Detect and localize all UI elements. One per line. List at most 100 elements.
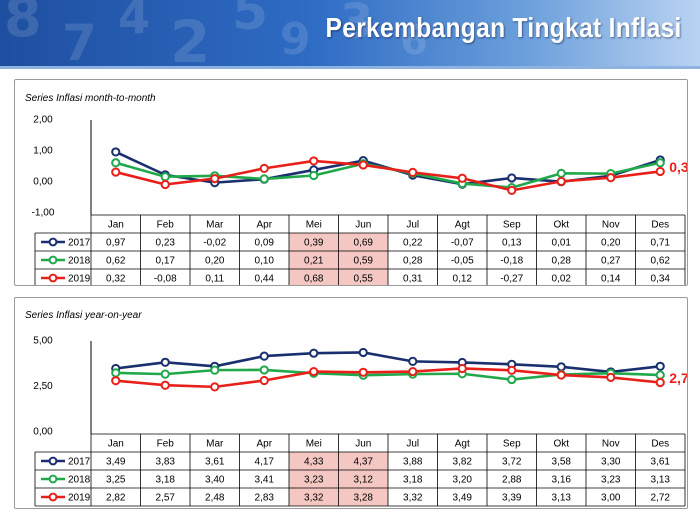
- table-value-2017: 3,61: [651, 457, 671, 468]
- decorative-number: 5: [232, 0, 269, 42]
- data-point-2018: [259, 365, 269, 375]
- table-value-2018: 0,28: [552, 256, 572, 267]
- table-value-2018: 3,25: [106, 475, 126, 486]
- x-category-label: Mar: [206, 220, 224, 231]
- series-line-2018: [115, 161, 661, 189]
- table-value-2017: 0,97: [106, 238, 126, 249]
- table-value-2017: 0,23: [156, 238, 176, 249]
- x-category-label: Jul: [406, 220, 419, 231]
- table-value-2019: 2,83: [255, 493, 275, 504]
- data-point-2019: [259, 375, 269, 386]
- table-value-2017: 0,22: [403, 238, 423, 249]
- table-value-2018: 0,27: [601, 256, 621, 267]
- legend-label-2019: 2019: [68, 493, 91, 504]
- x-category-label: Jan: [108, 220, 124, 231]
- table-value-2018: 3,13: [651, 475, 671, 486]
- table-value-2018: 0,62: [106, 256, 126, 267]
- series-line-2019: [115, 367, 661, 389]
- table-value-2017: 4,17: [255, 457, 275, 468]
- table-value-2019: 2,72: [651, 493, 671, 504]
- table-value-2017: 3,83: [156, 457, 176, 468]
- data-point-2018: [160, 172, 170, 182]
- table-value-2019: 3,28: [354, 493, 374, 504]
- data-point-2019: [358, 367, 368, 377]
- data-point-2017: [111, 147, 121, 157]
- data-point-2019: [507, 365, 517, 375]
- table-value-2019: 0,55: [354, 274, 374, 285]
- data-point-2017: [507, 173, 517, 183]
- legend-key-marker-2019: [48, 492, 58, 502]
- table-value-2018: -0,18: [500, 256, 523, 267]
- y-tick-label: 5,00: [33, 336, 53, 347]
- x-category-label: Okt: [553, 439, 569, 450]
- data-point-2017: [259, 351, 269, 361]
- x-category-label: Okt: [553, 220, 569, 231]
- table-value-2017: 0,71: [651, 238, 671, 249]
- data-point-2019: [210, 173, 220, 184]
- data-point-2018: [160, 369, 170, 379]
- table-value-2019: 0,02: [552, 274, 572, 285]
- table-value-2018: 3,18: [403, 475, 423, 486]
- chart-title-mtm: Series Inflasi month-to-month: [25, 93, 156, 104]
- x-category-label: Feb: [157, 220, 175, 231]
- data-point-2019: [408, 167, 418, 177]
- x-category-label: Agt: [455, 220, 470, 231]
- x-category-label: Apr: [256, 439, 272, 450]
- table-value-2019: 0,32: [106, 274, 126, 285]
- data-point-2019: [408, 366, 418, 377]
- data-point-2019: [457, 363, 467, 374]
- table-value-2018: 0,59: [354, 256, 374, 267]
- data-point-2019: [556, 370, 566, 380]
- data-point-2019: [111, 167, 121, 177]
- table-value-2019: 0,14: [601, 274, 621, 285]
- data-point-2018: [655, 370, 665, 380]
- table-value-2019: 0,11: [205, 274, 224, 285]
- data-point-2019: [358, 160, 368, 170]
- chart-title-yoy: Series Inflasi year-on-year: [25, 310, 142, 321]
- y-tick-label: 1,00: [33, 146, 53, 157]
- data-point-2019: [606, 372, 616, 383]
- table-value-2019: 3,32: [403, 493, 423, 504]
- decorative-number: 3: [340, 0, 374, 50]
- table-value-2018: 3,23: [304, 475, 324, 486]
- table-value-2017: 0,39: [304, 238, 324, 249]
- legend-key-marker-2017: [48, 237, 58, 247]
- table-value-2017: 3,82: [453, 457, 473, 468]
- table-value-2018: 0,21: [304, 256, 324, 267]
- table-value-2018: 0,10: [255, 256, 275, 267]
- end-value-label: 2,72: [669, 370, 687, 386]
- data-point-2017: [556, 362, 566, 372]
- end-value-label: 0,34: [669, 159, 687, 175]
- table-value-2018: 0,28: [403, 256, 423, 267]
- data-point-2018: [309, 170, 319, 181]
- highlight-cell: [289, 452, 339, 506]
- series-line-2019: [115, 159, 661, 192]
- decorative-number: 7: [62, 14, 97, 66]
- table-value-2019: 3,00: [601, 493, 621, 504]
- table-value-2017: 3,49: [106, 457, 126, 468]
- legend-label-2019: 2019: [68, 274, 91, 285]
- highlight-cell: [338, 452, 388, 506]
- table-value-2018: 3,16: [552, 475, 572, 486]
- x-category-label: Jun: [355, 220, 371, 231]
- table-value-2019: 3,13: [552, 493, 572, 504]
- table-value-2018: 0,20: [205, 256, 225, 267]
- table-value-2017: 0,69: [354, 238, 374, 249]
- chart-panel-mtm: Series Inflasi month-to-month 2,00 1,00 0,…: [14, 79, 688, 286]
- decorative-number: 6: [400, 18, 428, 64]
- x-category-label: Jan: [108, 439, 124, 450]
- legend-key-marker-2018: [48, 474, 58, 484]
- data-point-2018: [111, 368, 121, 378]
- data-point-2017: [160, 357, 170, 367]
- data-point-2019: [160, 179, 170, 190]
- chart-mtm: 2,00 1,00 0,00 -1,00 Jan Feb Mar Apr Mei Jun Jul Ag…: [32, 115, 687, 285]
- x-category-label: Nov: [602, 439, 620, 450]
- table-value-2018: -0,05: [451, 256, 474, 267]
- legend-label-2018: 2018: [68, 256, 91, 267]
- y-tick-label: 0,00: [33, 177, 53, 188]
- data-point-2019: [210, 382, 220, 392]
- legend-label-2018: 2018: [68, 475, 91, 486]
- data-point-2017: [309, 348, 319, 358]
- table-value-2017: 4,37: [354, 457, 374, 468]
- x-category-label: Mei: [306, 220, 322, 231]
